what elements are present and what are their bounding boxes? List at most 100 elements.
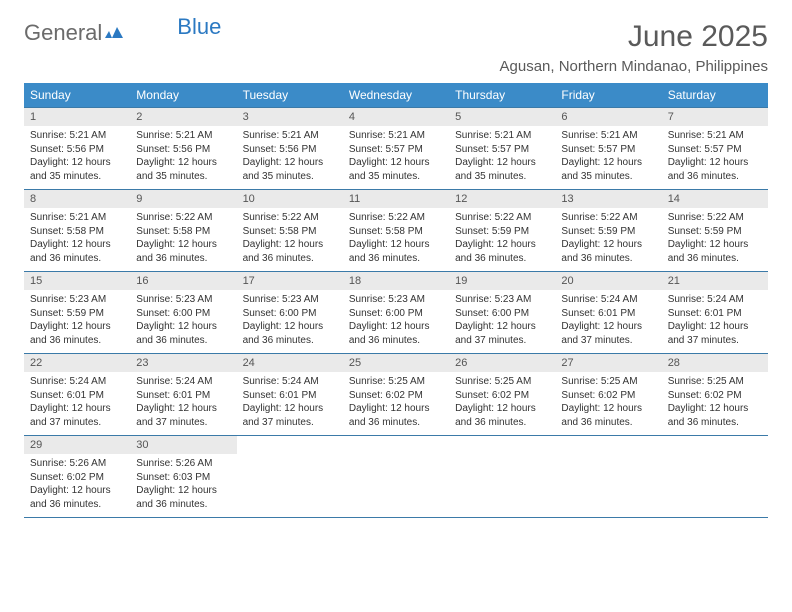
- daylight-text-2: and 37 minutes.: [30, 416, 124, 430]
- weekday-header: Friday: [555, 83, 661, 108]
- daylight-text-2: and 35 minutes.: [455, 170, 549, 184]
- day-number: 6: [555, 108, 661, 126]
- sunrise-text: Sunrise: 5:21 AM: [561, 129, 655, 143]
- sunset-text: Sunset: 6:02 PM: [349, 389, 443, 403]
- day-body: Sunrise: 5:23 AMSunset: 6:00 PMDaylight:…: [449, 290, 555, 353]
- weekday-header: Monday: [130, 83, 236, 108]
- sunrise-text: Sunrise: 5:23 AM: [243, 293, 337, 307]
- day-body: Sunrise: 5:21 AMSunset: 5:58 PMDaylight:…: [24, 208, 130, 271]
- sunrise-text: Sunrise: 5:22 AM: [561, 211, 655, 225]
- calendar-day-cell: 17Sunrise: 5:23 AMSunset: 6:00 PMDayligh…: [237, 272, 343, 354]
- calendar-day-cell: 10Sunrise: 5:22 AMSunset: 5:58 PMDayligh…: [237, 190, 343, 272]
- daylight-text-1: Daylight: 12 hours: [30, 156, 124, 170]
- brand-part2: Blue: [177, 14, 221, 40]
- sunrise-text: Sunrise: 5:23 AM: [455, 293, 549, 307]
- sunset-text: Sunset: 5:58 PM: [243, 225, 337, 239]
- calendar-day-cell: 16Sunrise: 5:23 AMSunset: 6:00 PMDayligh…: [130, 272, 236, 354]
- daylight-text-1: Daylight: 12 hours: [243, 320, 337, 334]
- daylight-text-1: Daylight: 12 hours: [455, 156, 549, 170]
- day-body: Sunrise: 5:21 AMSunset: 5:57 PMDaylight:…: [343, 126, 449, 189]
- day-number: 27: [555, 354, 661, 372]
- day-body: Sunrise: 5:23 AMSunset: 6:00 PMDaylight:…: [237, 290, 343, 353]
- daylight-text-1: Daylight: 12 hours: [668, 238, 762, 252]
- daylight-text-2: and 36 minutes.: [136, 252, 230, 266]
- day-body: Sunrise: 5:24 AMSunset: 6:01 PMDaylight:…: [555, 290, 661, 353]
- daylight-text-2: and 36 minutes.: [243, 334, 337, 348]
- daylight-text-1: Daylight: 12 hours: [561, 320, 655, 334]
- day-number: 22: [24, 354, 130, 372]
- day-body: Sunrise: 5:25 AMSunset: 6:02 PMDaylight:…: [343, 372, 449, 435]
- daylight-text-2: and 36 minutes.: [349, 252, 443, 266]
- calendar-week-row: 22Sunrise: 5:24 AMSunset: 6:01 PMDayligh…: [24, 354, 768, 436]
- calendar-day-cell: 27Sunrise: 5:25 AMSunset: 6:02 PMDayligh…: [555, 354, 661, 436]
- daylight-text-2: and 35 minutes.: [349, 170, 443, 184]
- sunrise-text: Sunrise: 5:25 AM: [349, 375, 443, 389]
- day-number: 26: [449, 354, 555, 372]
- sunrise-text: Sunrise: 5:21 AM: [30, 211, 124, 225]
- daylight-text-2: and 36 minutes.: [30, 252, 124, 266]
- daylight-text-2: and 35 minutes.: [561, 170, 655, 184]
- day-body: Sunrise: 5:25 AMSunset: 6:02 PMDaylight:…: [662, 372, 768, 435]
- sunset-text: Sunset: 6:01 PM: [668, 307, 762, 321]
- daylight-text-2: and 36 minutes.: [243, 252, 337, 266]
- day-body: Sunrise: 5:21 AMSunset: 5:57 PMDaylight:…: [555, 126, 661, 189]
- calendar-day-cell: 26Sunrise: 5:25 AMSunset: 6:02 PMDayligh…: [449, 354, 555, 436]
- sunrise-text: Sunrise: 5:23 AM: [136, 293, 230, 307]
- day-number: 8: [24, 190, 130, 208]
- day-number: 30: [130, 436, 236, 454]
- day-number: 18: [343, 272, 449, 290]
- calendar-head: SundayMondayTuesdayWednesdayThursdayFrid…: [24, 83, 768, 108]
- weekday-header: Saturday: [662, 83, 768, 108]
- daylight-text-2: and 37 minutes.: [243, 416, 337, 430]
- day-body: Sunrise: 5:24 AMSunset: 6:01 PMDaylight:…: [662, 290, 768, 353]
- sunrise-text: Sunrise: 5:21 AM: [349, 129, 443, 143]
- day-body: Sunrise: 5:21 AMSunset: 5:56 PMDaylight:…: [237, 126, 343, 189]
- day-number: 2: [130, 108, 236, 126]
- sunrise-text: Sunrise: 5:21 AM: [243, 129, 337, 143]
- daylight-text-2: and 36 minutes.: [561, 252, 655, 266]
- daylight-text-1: Daylight: 12 hours: [243, 402, 337, 416]
- day-number: 20: [555, 272, 661, 290]
- sunset-text: Sunset: 6:02 PM: [30, 471, 124, 485]
- page-subtitle: Agusan, Northern Mindanao, Philippines: [500, 58, 769, 75]
- daylight-text-1: Daylight: 12 hours: [136, 484, 230, 498]
- daylight-text-2: and 36 minutes.: [455, 416, 549, 430]
- daylight-text-1: Daylight: 12 hours: [455, 320, 549, 334]
- calendar-day-cell: [555, 436, 661, 518]
- calendar-day-cell: 19Sunrise: 5:23 AMSunset: 6:00 PMDayligh…: [449, 272, 555, 354]
- weekday-row: SundayMondayTuesdayWednesdayThursdayFrid…: [24, 83, 768, 108]
- sunset-text: Sunset: 6:01 PM: [136, 389, 230, 403]
- daylight-text-2: and 36 minutes.: [30, 498, 124, 512]
- sunrise-text: Sunrise: 5:22 AM: [455, 211, 549, 225]
- calendar-day-cell: 22Sunrise: 5:24 AMSunset: 6:01 PMDayligh…: [24, 354, 130, 436]
- sunset-text: Sunset: 6:01 PM: [243, 389, 337, 403]
- weekday-header: Wednesday: [343, 83, 449, 108]
- daylight-text-2: and 35 minutes.: [243, 170, 337, 184]
- daylight-text-2: and 35 minutes.: [30, 170, 124, 184]
- daylight-text-1: Daylight: 12 hours: [561, 156, 655, 170]
- sunrise-text: Sunrise: 5:21 AM: [668, 129, 762, 143]
- day-number: 15: [24, 272, 130, 290]
- day-body: Sunrise: 5:24 AMSunset: 6:01 PMDaylight:…: [237, 372, 343, 435]
- day-body: Sunrise: 5:21 AMSunset: 5:56 PMDaylight:…: [24, 126, 130, 189]
- calendar-day-cell: 23Sunrise: 5:24 AMSunset: 6:01 PMDayligh…: [130, 354, 236, 436]
- header: General Blue June 2025 Agusan, Northern …: [24, 20, 768, 75]
- calendar-day-cell: 12Sunrise: 5:22 AMSunset: 5:59 PMDayligh…: [449, 190, 555, 272]
- calendar-page: General Blue June 2025 Agusan, Northern …: [0, 0, 792, 538]
- calendar-day-cell: 24Sunrise: 5:24 AMSunset: 6:01 PMDayligh…: [237, 354, 343, 436]
- daylight-text-1: Daylight: 12 hours: [243, 156, 337, 170]
- calendar-day-cell: [237, 436, 343, 518]
- sunset-text: Sunset: 6:02 PM: [561, 389, 655, 403]
- sunset-text: Sunset: 6:01 PM: [30, 389, 124, 403]
- day-body: Sunrise: 5:22 AMSunset: 5:58 PMDaylight:…: [130, 208, 236, 271]
- sunrise-text: Sunrise: 5:24 AM: [243, 375, 337, 389]
- sunrise-text: Sunrise: 5:26 AM: [30, 457, 124, 471]
- daylight-text-2: and 36 minutes.: [136, 334, 230, 348]
- calendar-day-cell: 25Sunrise: 5:25 AMSunset: 6:02 PMDayligh…: [343, 354, 449, 436]
- day-number: 14: [662, 190, 768, 208]
- daylight-text-2: and 37 minutes.: [455, 334, 549, 348]
- sunrise-text: Sunrise: 5:22 AM: [668, 211, 762, 225]
- sunset-text: Sunset: 5:59 PM: [561, 225, 655, 239]
- daylight-text-2: and 36 minutes.: [136, 498, 230, 512]
- day-number: 11: [343, 190, 449, 208]
